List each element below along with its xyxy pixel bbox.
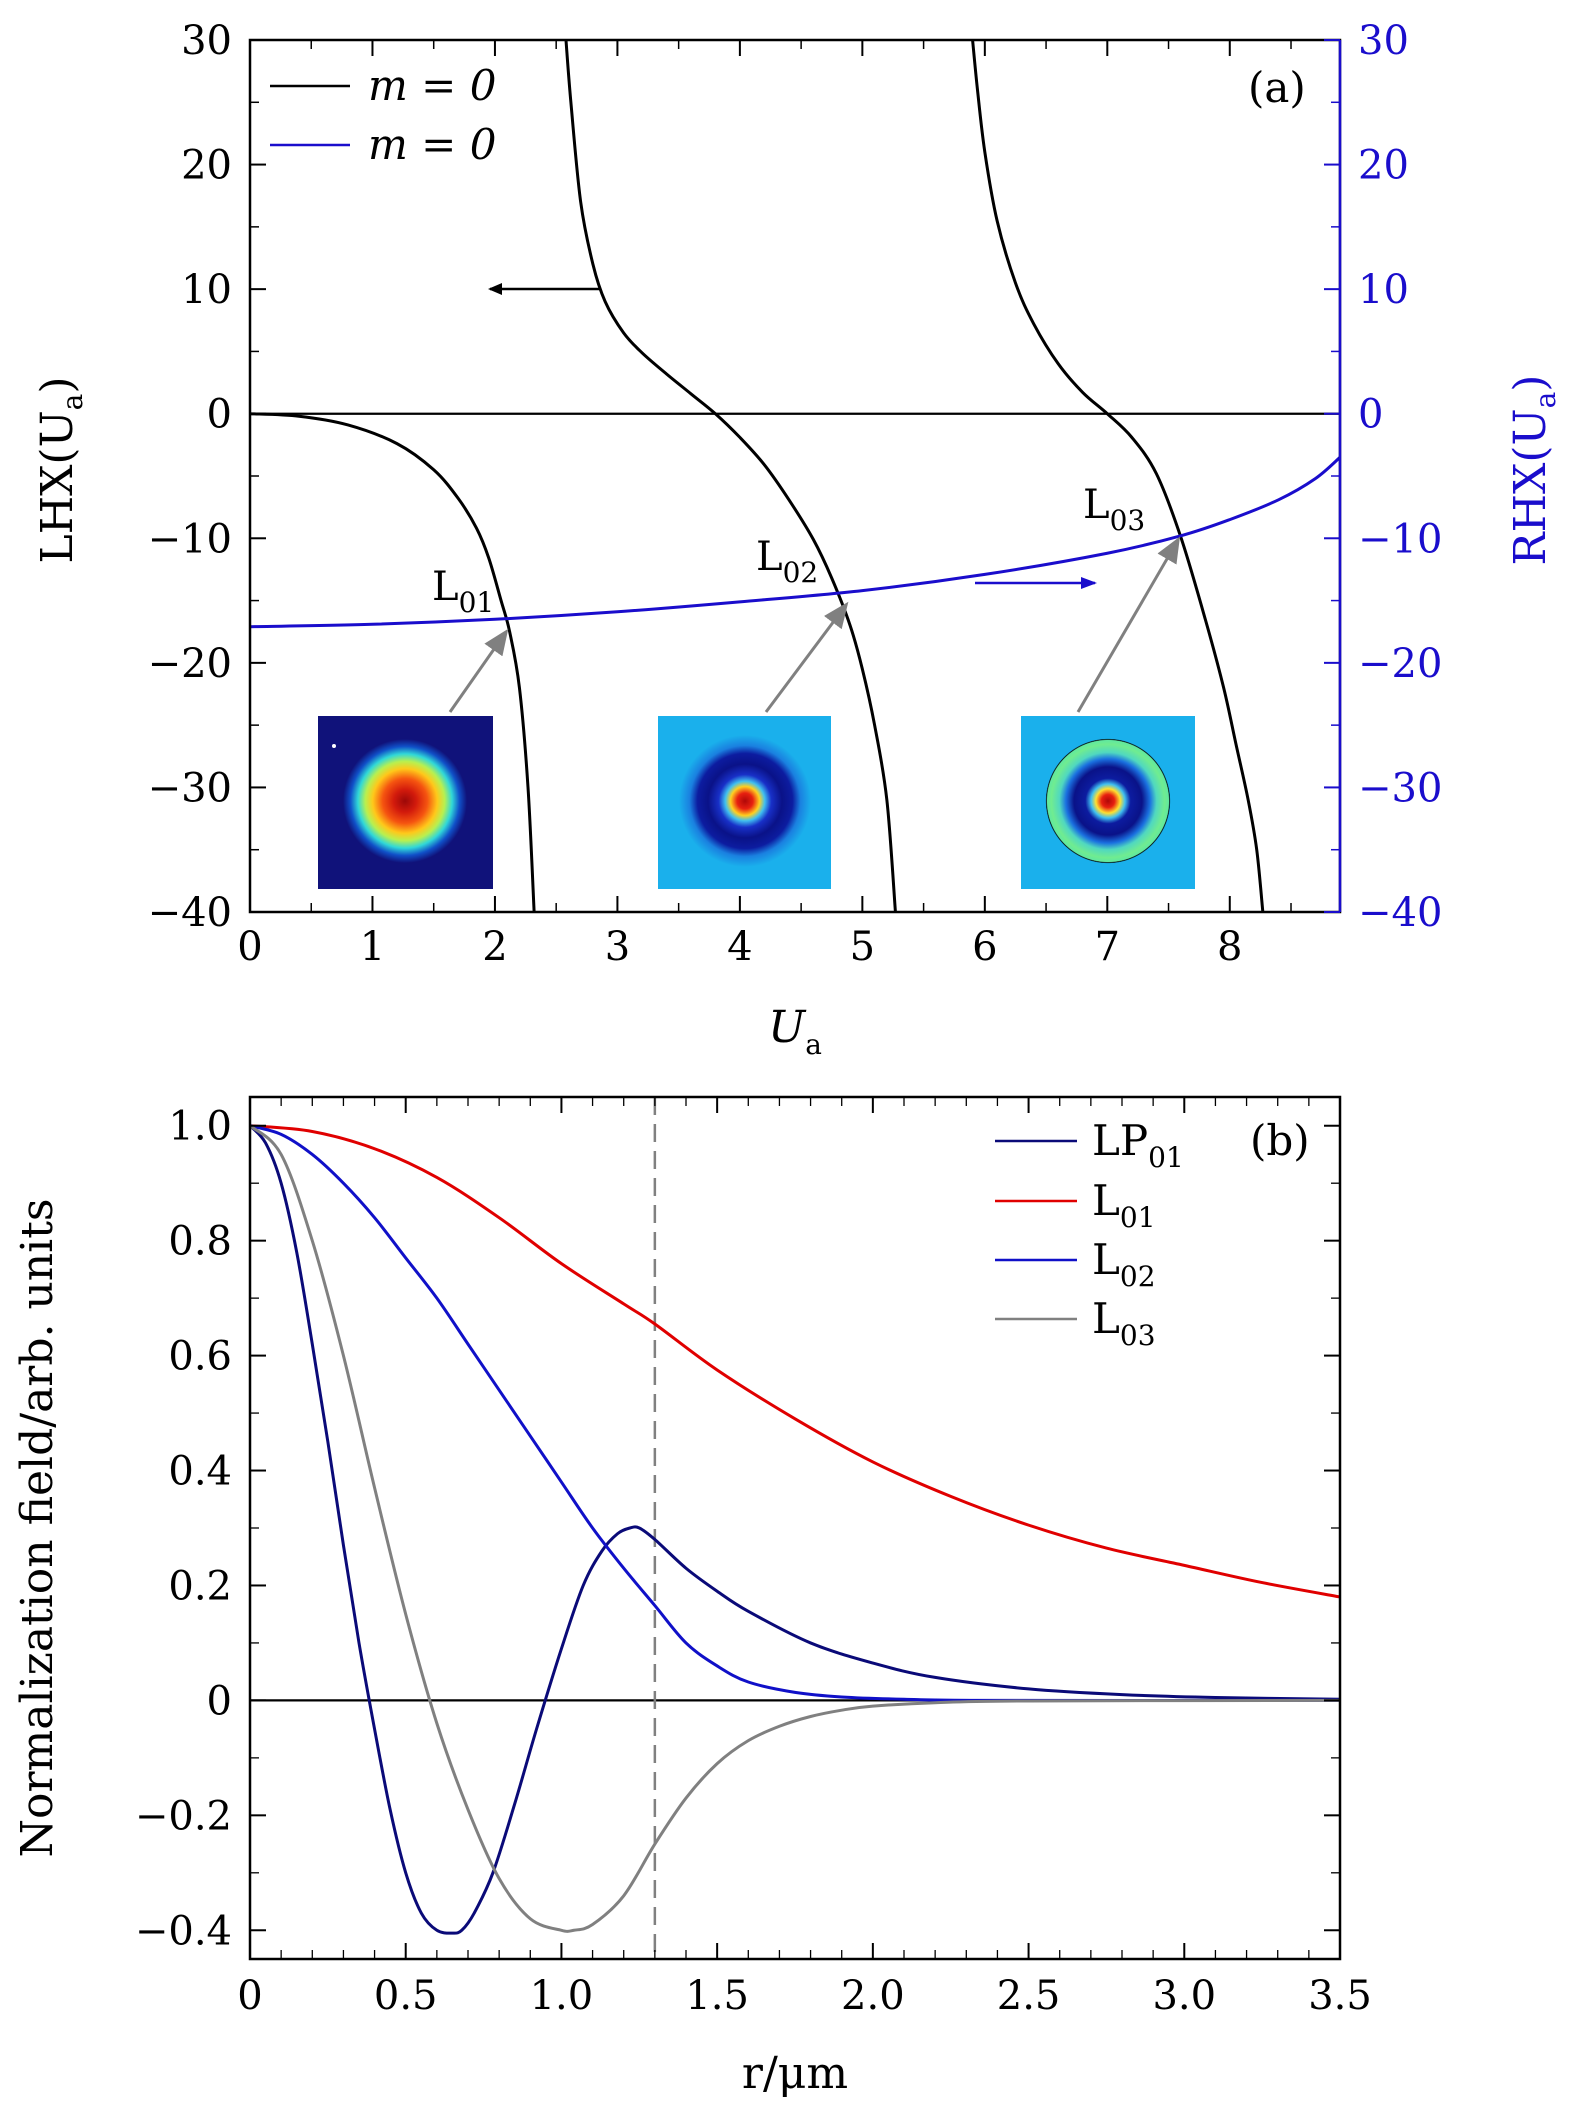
panel-b-y-tick-label: −0.4 — [135, 1908, 232, 1954]
label-l01: L01 — [432, 564, 494, 619]
panel-b-curves — [248, 1097, 1341, 1959]
legend-a-text-2: m = 0 — [368, 120, 496, 169]
panel-a-y-right-title: RHX(Ua) — [1505, 375, 1562, 566]
panel-a-x-tick-label: 3 — [605, 924, 630, 970]
pointer-arrow-l01 — [448, 628, 509, 713]
panel-b-x-tick-label: 3.0 — [1152, 1973, 1216, 2019]
series-rhx — [249, 456, 1341, 629]
panel-b-y-tick-label: −0.2 — [135, 1793, 232, 1839]
panel-b-x-title: r/μm — [742, 2048, 848, 2099]
panel-a-y-tick-label: −20 — [148, 641, 232, 687]
panel-a-y-tick-label: 0 — [207, 392, 232, 438]
panel-b-y-tick-label: 0.2 — [168, 1563, 232, 1609]
panel-a-y-tick-label: 10 — [181, 267, 232, 313]
series-lhx-branch-1 — [249, 412, 536, 913]
label-l03: L03 — [1083, 482, 1145, 537]
panel-a-x-title: Ua — [768, 1002, 822, 1061]
panel-a-y-right-tick-label: 0 — [1358, 392, 1383, 438]
panel-a-x-tick-label: 6 — [972, 924, 997, 970]
panel-b-x-tick-label: 3.5 — [1308, 1973, 1372, 2019]
panel-b-x-tick-label: 0.5 — [374, 1973, 438, 2019]
panel-b-x-tick-label: 1.5 — [685, 1973, 749, 2019]
panel-a-y-right-tick-label: −20 — [1358, 641, 1442, 687]
inset-l01 — [318, 716, 493, 889]
inset-l02 — [658, 716, 831, 889]
series-lhx-branch-3 — [971, 39, 1265, 913]
panel-b-x-tick-label: 1.0 — [530, 1973, 594, 2019]
panel-b-ticks: 0 0.5 1.0 1.5 2.0 2.5 3.0 3.51.00.80.60.40.20−0… — [135, 1097, 1372, 2019]
panel-a-y-right-tick-label: 20 — [1358, 143, 1409, 189]
legend-b-text-1: LP01 — [1092, 1116, 1184, 1174]
panel-b: 0 0.5 1.0 1.5 2.0 2.5 3.0 3.51.00.80.60.40.20−0… — [12, 1095, 1372, 2099]
panel-a-y-right-tick-label: −40 — [1358, 890, 1442, 936]
panel-b-y-tick-label: 0.8 — [168, 1219, 232, 1265]
legend-b-text-4: L03 — [1092, 1294, 1156, 1352]
legend-b-text-2: L01 — [1092, 1176, 1156, 1234]
series-l01 — [249, 1124, 1341, 1599]
legend-b-text-3: L02 — [1092, 1235, 1156, 1293]
panel-a-y-right-tick-label: −30 — [1358, 765, 1442, 811]
panel-a-y-right-tick-label: 30 — [1358, 18, 1409, 64]
panel-a: 0 1 2 3 4 5 6 7 8 30 30 20 20 10 10 0 0 −10 −10 −20 −20 −30 −3… — [32, 18, 1562, 1061]
panel-a-x-tick-label: 2 — [482, 924, 507, 970]
panel-a-y-tick-label: −30 — [148, 765, 232, 811]
panel-a-y-tick-label: −40 — [148, 890, 232, 936]
panel-b-y-tick-label: 0.6 — [168, 1334, 232, 1380]
label-l02: L02 — [756, 534, 818, 589]
panel-a-y-right-tick-label: 10 — [1358, 267, 1409, 313]
panel-a-legend: m = 0 m = 0 — [270, 61, 496, 169]
legend-a-text-1: m = 0 — [368, 61, 496, 110]
panel-a-y-tick-label: 30 — [181, 18, 232, 64]
panel-b-x-tick-label: 2.5 — [997, 1973, 1061, 2019]
panel-b-y-tick-label: 1.0 — [168, 1104, 232, 1150]
pointer-arrow-l02 — [764, 601, 849, 713]
panel-a-x-tick-label: 0 — [237, 924, 262, 970]
panel-a-x-tick-label: 4 — [727, 924, 752, 970]
panel-a-label: (a) — [1248, 63, 1306, 112]
panel-b-y-tick-label: 0 — [207, 1678, 232, 1724]
panel-b-label: (b) — [1250, 1116, 1310, 1165]
panel-b-x-tick-label: 0 — [237, 1973, 262, 2019]
panel-b-legend: LP01 L01 L02 L03 — [995, 1116, 1184, 1352]
panel-a-curves — [249, 39, 1341, 913]
series-lhx-branch-2 — [564, 39, 897, 913]
panel-a-y-left-title: LHX(Ua) — [32, 376, 89, 563]
panel-a-x-tick-label: 8 — [1217, 924, 1242, 970]
series-lp01 — [248, 1124, 1341, 1935]
panel-a-x-tick-label: 1 — [360, 924, 385, 970]
panel-a-y-tick-label: 20 — [181, 143, 232, 189]
panel-a-x-tick-label: 7 — [1095, 924, 1120, 970]
panel-a-x-tick-label: 5 — [850, 924, 875, 970]
panel-b-frame — [248, 1095, 1342, 1961]
pointer-arrow-l03 — [1076, 536, 1181, 713]
panel-a-ticks: 0 1 2 3 4 5 6 7 8 30 30 20 20 10 10 0 0 −10 −10 −20 −20 −30 −3… — [148, 18, 1443, 970]
series-l03 — [248, 1124, 1341, 1933]
panel-b-y-title: Normalization field/arb. units — [12, 1199, 63, 1858]
panel-b-y-tick-label: 0.4 — [168, 1449, 232, 1495]
inset-l03 — [1021, 716, 1195, 889]
panel-b-x-tick-label: 2.0 — [841, 1973, 905, 2019]
panel-a-y-tick-label: −10 — [148, 516, 232, 562]
series-l02 — [249, 1124, 1341, 1702]
panel-a-y-right-tick-label: −10 — [1358, 516, 1442, 562]
